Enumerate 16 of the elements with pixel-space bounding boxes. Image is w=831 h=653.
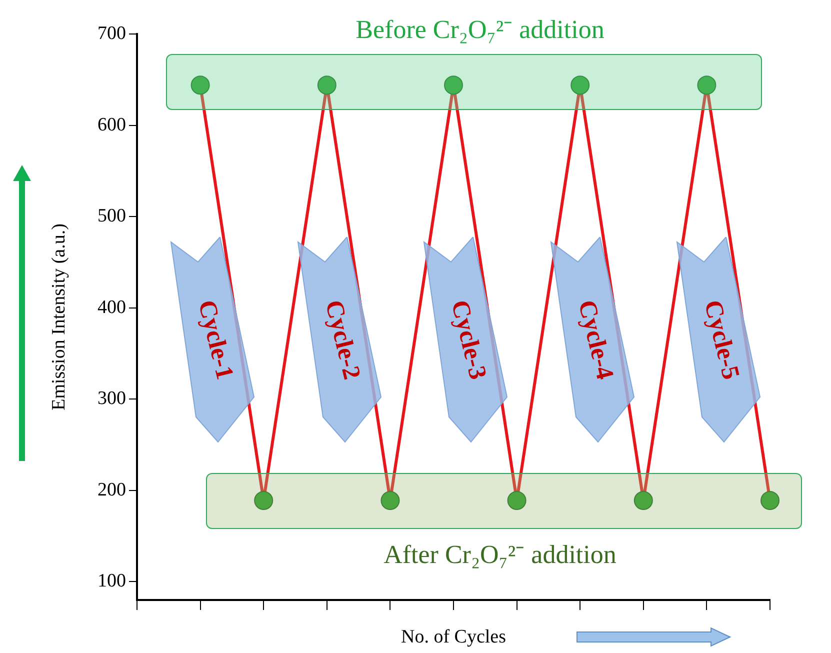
y-tick-label: 100 bbox=[98, 570, 126, 592]
y-tick-label: 300 bbox=[98, 388, 126, 410]
y-axis-title: Emission Intensity (a.u.) bbox=[48, 224, 70, 410]
annotation: After Cr₂O₇²⁻ addition bbox=[384, 539, 616, 571]
annotation: Cycle-3 bbox=[444, 298, 492, 382]
y-tick-label: 400 bbox=[98, 296, 126, 318]
y-tick-label: 600 bbox=[98, 114, 126, 136]
y-tick-label: 700 bbox=[98, 22, 126, 44]
annotation: Cycle-2 bbox=[318, 298, 365, 382]
annotation: Cycle-5 bbox=[698, 298, 745, 382]
x-axis-title: No. of Cycles bbox=[400, 626, 506, 648]
y-tick-label: 200 bbox=[98, 479, 126, 500]
annotation: Cycle-4 bbox=[571, 298, 618, 382]
annotation: Before Cr₂O₇²⁻ addition bbox=[356, 14, 604, 46]
y-tick-label: 500 bbox=[98, 206, 126, 227]
annotation: Cycle-1 bbox=[192, 298, 238, 382]
